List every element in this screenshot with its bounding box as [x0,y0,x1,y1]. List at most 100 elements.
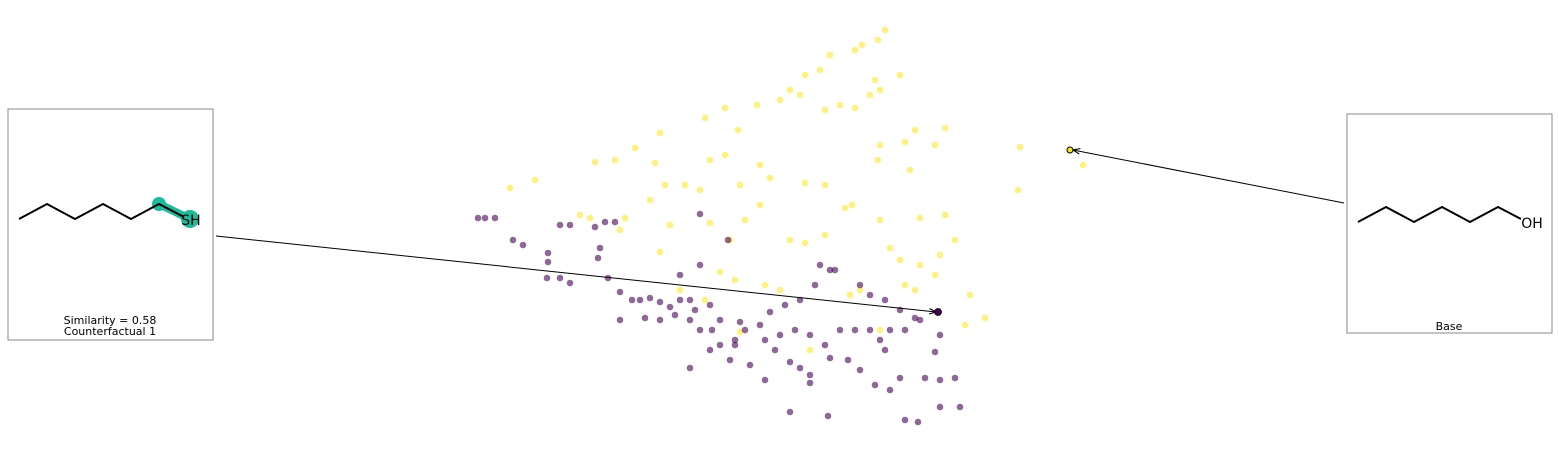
point [556,221,564,229]
point [686,296,694,304]
point [816,261,824,269]
point [676,286,684,294]
point [806,379,814,387]
point [906,166,914,174]
point [856,366,864,374]
point [886,326,894,334]
highlight-atom [181,210,199,228]
point [756,321,764,329]
point [716,268,724,276]
point [936,376,944,384]
point [936,331,944,339]
point [676,271,684,279]
point [656,129,664,137]
point [886,244,894,252]
point [531,176,539,184]
point [881,26,889,34]
point [941,124,949,132]
point [781,301,789,309]
base-point [1066,146,1074,154]
point [931,348,939,356]
point [731,336,739,344]
point [741,326,749,334]
point [671,311,679,319]
point [914,418,922,426]
point [641,314,649,322]
point [706,219,714,227]
point [901,138,909,146]
point [1014,186,1022,194]
scatter-points [474,26,1087,426]
molecule [18,202,185,221]
point [876,216,884,224]
point [616,288,624,296]
point [691,306,699,314]
point [871,381,879,389]
point [801,179,809,187]
point [706,301,714,309]
point [876,326,884,334]
point [724,236,732,244]
point [696,326,704,334]
point [791,326,799,334]
point [756,161,764,169]
point [916,214,924,222]
point [666,221,674,229]
point [1016,143,1024,151]
point [586,214,594,222]
point [826,354,834,362]
point [901,416,909,424]
point [731,276,739,284]
point [881,346,889,354]
point [611,218,619,226]
point [921,374,929,382]
counterfactual-label: Counterfactual 1 [64,325,156,338]
base-box [1346,113,1553,334]
point [821,341,829,349]
point [874,156,882,164]
point [736,318,744,326]
point [708,326,716,334]
point [766,308,774,316]
arrow [1073,150,1345,204]
point [931,141,939,149]
point [936,251,944,259]
point [876,86,884,94]
point [866,91,874,99]
point [931,271,939,279]
point [706,346,714,354]
point [601,218,609,226]
point [716,316,724,324]
point [866,326,874,334]
point [594,254,602,262]
point [556,274,564,282]
point [753,101,761,109]
point [646,294,654,302]
point [876,141,884,149]
point [686,316,694,324]
point [761,376,769,384]
point [656,298,664,306]
point [696,210,704,218]
point [681,181,689,189]
point [481,214,489,222]
point [616,226,624,234]
point [666,303,674,311]
point [824,412,832,420]
counterfactual-box [7,108,214,341]
point [951,236,959,244]
point [721,104,729,112]
point [816,66,824,74]
point [826,266,834,274]
point [701,114,709,122]
point [686,364,694,372]
point [848,201,856,209]
point [736,328,744,336]
point [766,174,774,182]
point [796,364,804,372]
point [611,156,619,164]
point [966,291,974,299]
arrow [215,235,936,312]
point [951,374,959,382]
point [636,296,644,304]
